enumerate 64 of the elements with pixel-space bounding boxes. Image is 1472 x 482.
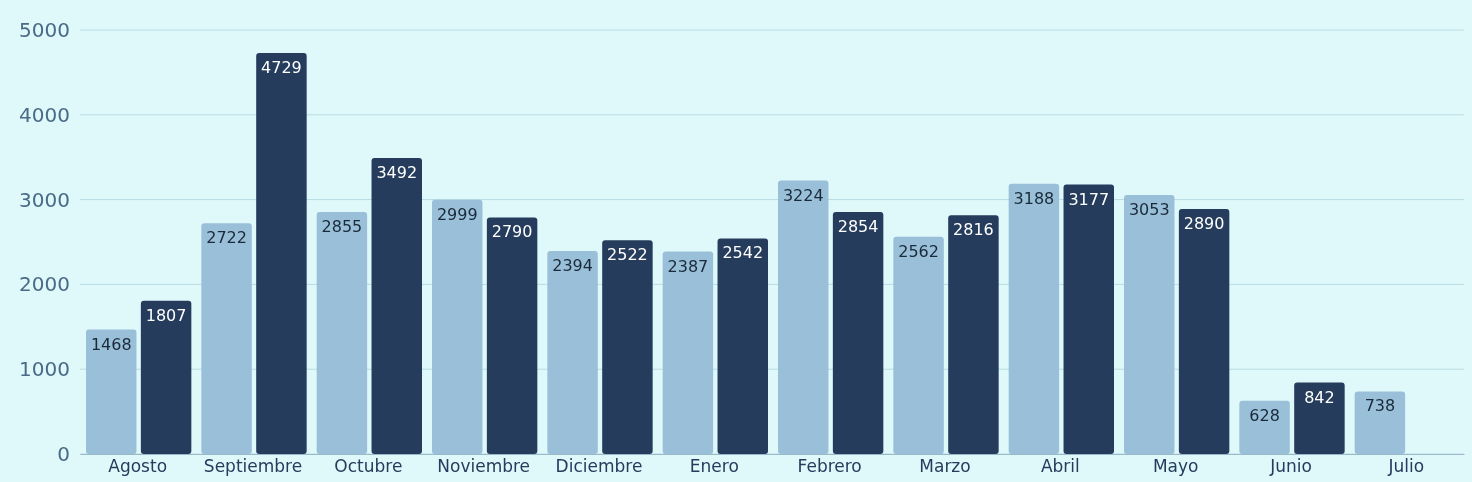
x-tick-label: Agosto xyxy=(108,456,168,477)
x-tick-label: Noviembre xyxy=(437,456,531,477)
x-tick-label: Enero xyxy=(689,456,739,477)
bar xyxy=(832,211,884,454)
data-label: 2890 xyxy=(1183,213,1225,233)
x-tick-label: Julio xyxy=(1387,456,1425,477)
bar xyxy=(1063,184,1114,454)
data-label: 2854 xyxy=(837,216,879,236)
data-label: 2855 xyxy=(321,216,363,236)
x-tick-label: Diciembre xyxy=(555,456,643,477)
bar xyxy=(1124,195,1175,454)
x-tick-label: Febrero xyxy=(797,456,862,477)
y-tick-label: 4000 xyxy=(19,102,70,127)
data-label: 2562 xyxy=(898,241,939,261)
data-label: 3224 xyxy=(782,185,824,205)
bar xyxy=(256,52,307,454)
data-label: 2542 xyxy=(722,243,764,263)
x-tick-label: Mayo xyxy=(1152,456,1199,477)
x-tick-label: Abril xyxy=(1040,456,1080,477)
data-label: 2522 xyxy=(607,245,648,265)
x-tick-label: Octubre xyxy=(334,456,403,477)
bar xyxy=(432,199,483,454)
bar xyxy=(662,251,714,454)
y-tick-label: 0 xyxy=(57,441,70,466)
bar xyxy=(1294,382,1345,454)
data-label: 3177 xyxy=(1068,189,1110,209)
data-label: 2999 xyxy=(436,204,478,224)
data-label: 3188 xyxy=(1013,188,1055,208)
data-label: 3053 xyxy=(1128,200,1170,220)
y-tick-label: 2000 xyxy=(19,272,70,297)
bar xyxy=(371,157,422,454)
bar xyxy=(893,236,944,454)
y-tick-label: 1000 xyxy=(19,357,70,382)
x-tick-label: Junio xyxy=(1269,456,1312,477)
y-tick-label: 3000 xyxy=(19,187,70,212)
data-label: 2722 xyxy=(206,228,247,248)
data-label: 2816 xyxy=(953,220,994,240)
bar xyxy=(778,180,829,454)
bar xyxy=(316,211,368,454)
data-label: 2790 xyxy=(491,222,533,242)
bar xyxy=(948,215,999,454)
data-label: 1807 xyxy=(145,305,187,325)
x-tick-label: Marzo xyxy=(919,456,971,477)
data-label: 842 xyxy=(1304,387,1335,407)
bar xyxy=(86,329,137,454)
data-label: 2387 xyxy=(667,256,709,276)
bar xyxy=(140,300,192,454)
data-label: 1468 xyxy=(90,334,132,354)
x-tick-label: Septiembre xyxy=(203,456,303,477)
data-label: 2394 xyxy=(552,255,593,275)
bar xyxy=(547,250,598,454)
data-label: 4729 xyxy=(261,57,302,77)
data-label: 3492 xyxy=(376,162,418,182)
bar xyxy=(717,238,768,454)
bar xyxy=(602,240,653,454)
bar xyxy=(201,223,252,454)
bar xyxy=(1354,391,1406,454)
bar xyxy=(1178,208,1230,454)
bar xyxy=(1008,183,1060,454)
data-label: 628 xyxy=(1249,405,1280,425)
bar xyxy=(1239,400,1290,454)
bar xyxy=(486,217,538,454)
y-tick-label: 5000 xyxy=(19,17,70,42)
data-label: 738 xyxy=(1364,396,1396,416)
